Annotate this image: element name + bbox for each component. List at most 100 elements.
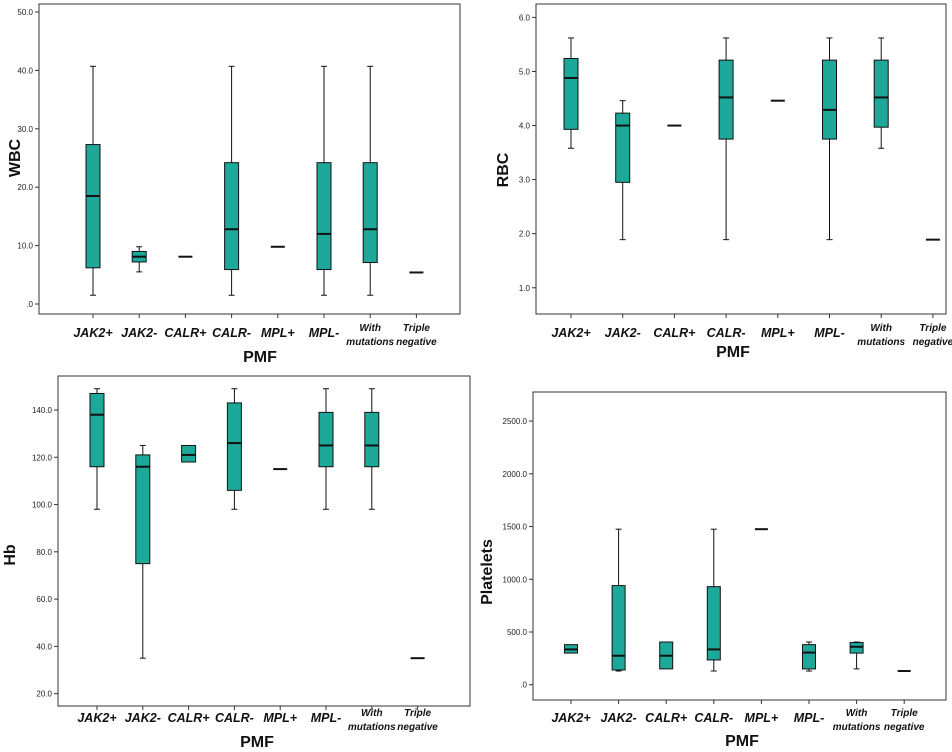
x-tick-label: JAK2+ [73, 326, 113, 340]
x-axis-label: PMF [716, 344, 750, 361]
x-tick-label: CALR+ [653, 326, 696, 340]
box-7 [849, 641, 864, 670]
box-iqr [85, 144, 101, 269]
y-tick-label: .0 [26, 300, 33, 309]
chart-panel-wbc: .0 10.0 20.0 30.0 40.0 50.0 WBC PMF JAK2+ JAK2- CA… [7, 3, 461, 366]
y-tick-label: 40.0 [17, 66, 33, 75]
box-6 [316, 65, 332, 296]
y-tick-label: 100.0 [32, 501, 53, 510]
box-4 [718, 37, 734, 241]
y-tick-label: 1.0 [519, 284, 531, 293]
x-tick-label: CALR+ [168, 711, 211, 725]
x-tick-label: With [870, 323, 892, 334]
x-tick-label: JAK2- [601, 711, 637, 725]
y-tick-label: 40.0 [36, 642, 52, 651]
y-tick-label: 60.0 [36, 595, 52, 604]
box-3 [659, 641, 674, 670]
box-6 [318, 388, 334, 510]
x-tick-label: negative [397, 722, 438, 733]
x-tick-label: MPL+ [263, 711, 297, 725]
box-1 [564, 644, 578, 654]
box-3 [181, 444, 197, 463]
y-axis-label: RBC [495, 152, 512, 187]
x-tick-label: MPL- [309, 326, 340, 340]
box-6 [802, 641, 816, 672]
x-tick-label: mutations [346, 337, 394, 348]
x-axis-label: PMF [725, 733, 759, 750]
y-tick-label: 20.0 [17, 183, 33, 192]
x-tick-label: MPL+ [745, 711, 779, 725]
x-tick-label: negative [913, 337, 952, 348]
y-tick-label: 1000.0 [503, 575, 528, 584]
x-tick-label: Triple [404, 708, 431, 719]
box-1 [563, 37, 579, 149]
x-tick-label: CALR+ [164, 326, 207, 340]
plot-frame [535, 3, 947, 315]
y-tick-label: 30.0 [17, 125, 33, 134]
box-7 [362, 65, 378, 296]
box-iqr [611, 585, 626, 671]
x-tick-label: mutations [857, 337, 905, 348]
box-iqr [135, 454, 151, 565]
x-tick-label: JAK2- [125, 711, 161, 725]
y-tick-label: 2500.0 [503, 417, 528, 426]
box-iqr [226, 402, 242, 491]
box-iqr [802, 644, 816, 670]
y-tick-label: 140.0 [32, 406, 53, 415]
y-tick-label: 3.0 [519, 176, 531, 185]
box-iqr [89, 392, 105, 468]
box-7 [364, 388, 380, 510]
box-iqr [316, 162, 332, 271]
box-1 [85, 65, 101, 296]
y-axis-label: Platelets [479, 539, 496, 605]
y-axis-label: Hb [2, 544, 19, 566]
x-tick-label: JAK2+ [551, 711, 591, 725]
box-4 [226, 388, 242, 510]
x-tick-label: mutations [348, 722, 396, 733]
box-4 [706, 528, 721, 672]
box-iqr [873, 59, 889, 128]
plot-frame [57, 375, 471, 707]
y-tick-label: 120.0 [32, 453, 53, 462]
y-tick-label: 5.0 [519, 67, 531, 76]
y-tick-label: .0 [520, 681, 527, 690]
box-2 [135, 444, 151, 659]
chart-panel-rbc: 1.0 2.0 3.0 4.0 5.0 6.0 RBC PMF JAK2+ JAK2- CALR+ C… [495, 3, 952, 361]
box-2 [131, 246, 147, 273]
box-iqr [718, 59, 734, 140]
x-tick-label: MPL+ [261, 326, 295, 340]
y-tick-label: 80.0 [36, 548, 52, 557]
x-tick-label: With [359, 323, 381, 334]
box-iqr [822, 59, 837, 140]
y-tick-label: 4.0 [519, 122, 531, 131]
box-6 [822, 37, 837, 241]
y-tick-label: 2000.0 [503, 470, 528, 479]
x-tick-label: MPL- [311, 711, 342, 725]
x-tick-label: JAK2- [605, 326, 641, 340]
chart-panel-hb: 20.0 40.0 60.0 80.0 100.0 120.0 140.0 Hb PMF JAK2… [2, 375, 471, 751]
box-1 [89, 388, 105, 510]
x-tick-label: negative [396, 337, 437, 348]
x-tick-label: JAK2- [121, 326, 157, 340]
y-tick-label: 1500.0 [503, 523, 528, 532]
x-tick-label: negative [884, 722, 925, 733]
box-7 [873, 37, 889, 149]
box-iqr [563, 58, 579, 130]
box-iqr [224, 162, 240, 271]
x-axis-label: PMF [240, 734, 274, 751]
chart-panel-platelets: .0 500.0 1000.0 1500.0 2000.0 2500.0 Platelets… [479, 391, 947, 750]
box-2 [615, 100, 631, 241]
x-tick-label: With [361, 708, 383, 719]
x-tick-label: With [846, 708, 868, 719]
x-tick-label: Triple [403, 323, 430, 334]
y-tick-label: 50.0 [17, 8, 33, 17]
box-iqr [615, 112, 631, 183]
plot-frame [38, 3, 461, 315]
x-tick-label: Triple [919, 323, 946, 334]
x-tick-label: JAK2+ [77, 711, 117, 725]
x-tick-label: CALR+ [645, 711, 688, 725]
box-iqr [849, 642, 864, 654]
y-axis-label: WBC [7, 138, 24, 177]
box-iqr [181, 444, 197, 463]
